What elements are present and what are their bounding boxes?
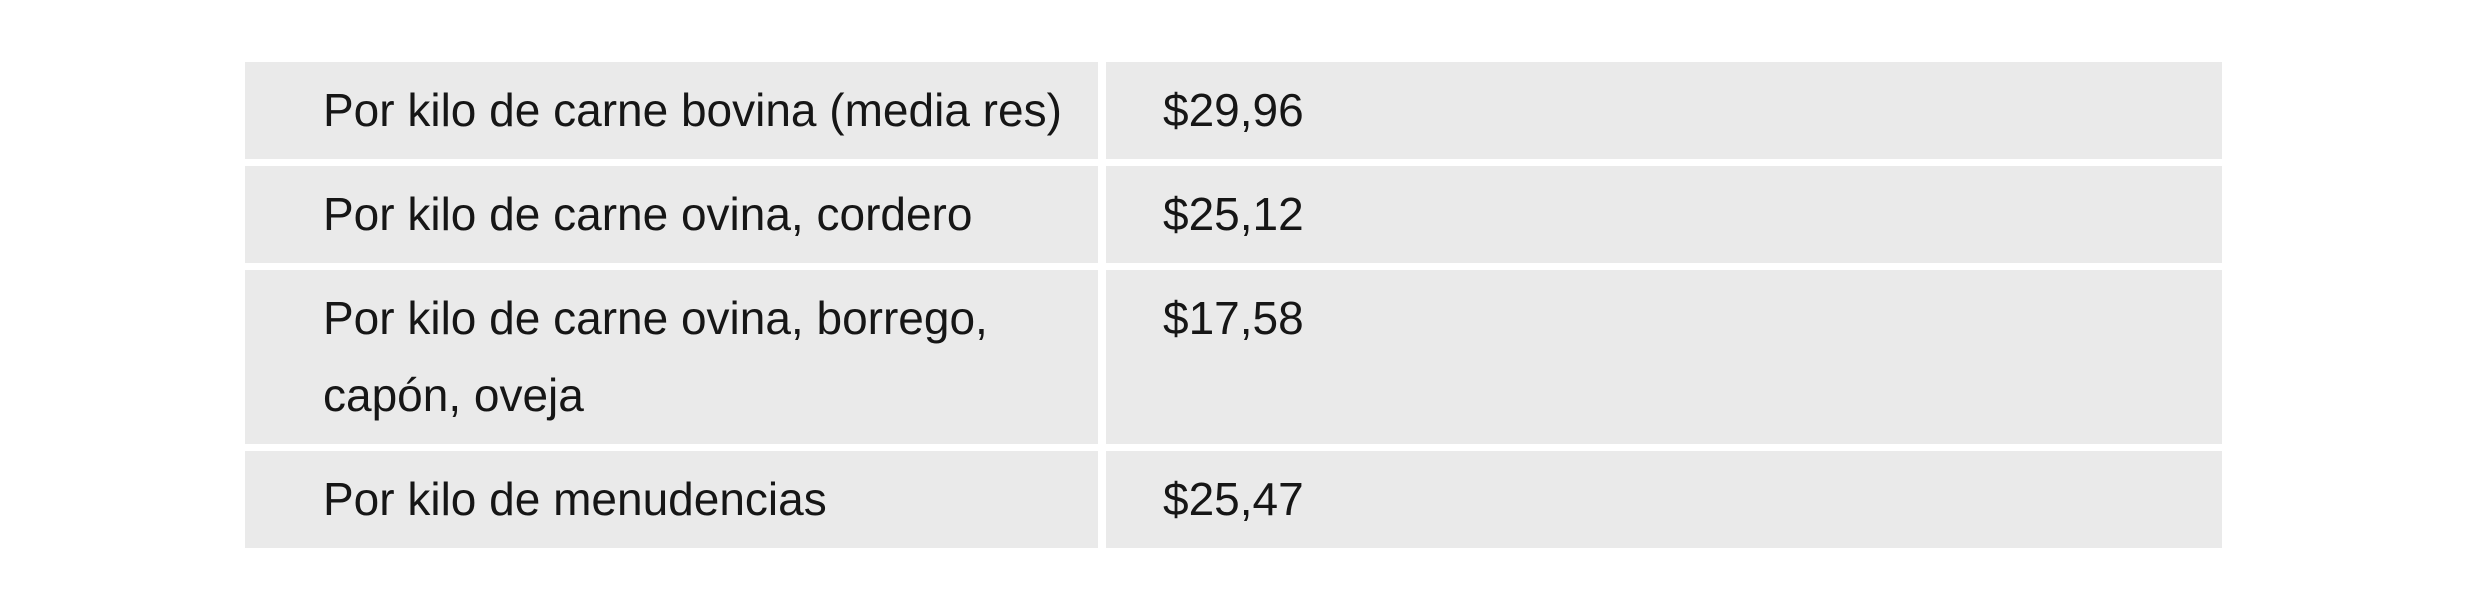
item-label-cell: Por kilo de carne ovina, borrego, capón,… [245, 270, 1098, 444]
item-label-cell: Por kilo de carne ovina, cordero [245, 166, 1098, 263]
price-table: Por kilo de carne bovina (media res) $29… [245, 62, 2222, 548]
price-value-cell: $17,58 [1106, 270, 2222, 444]
table-row: Por kilo de carne ovina, borrego, capón,… [245, 270, 2222, 444]
item-label-cell: Por kilo de carne bovina (media res) [245, 62, 1098, 159]
price-value-cell: $29,96 [1106, 62, 2222, 159]
table-row: Por kilo de carne ovina, cordero $25,12 [245, 166, 2222, 263]
price-value-cell: $25,47 [1106, 451, 2222, 548]
item-label-cell: Por kilo de menudencias [245, 451, 1098, 548]
table-row: Por kilo de menudencias $25,47 [245, 451, 2222, 548]
table-row: Por kilo de carne bovina (media res) $29… [245, 62, 2222, 159]
price-value-cell: $25,12 [1106, 166, 2222, 263]
